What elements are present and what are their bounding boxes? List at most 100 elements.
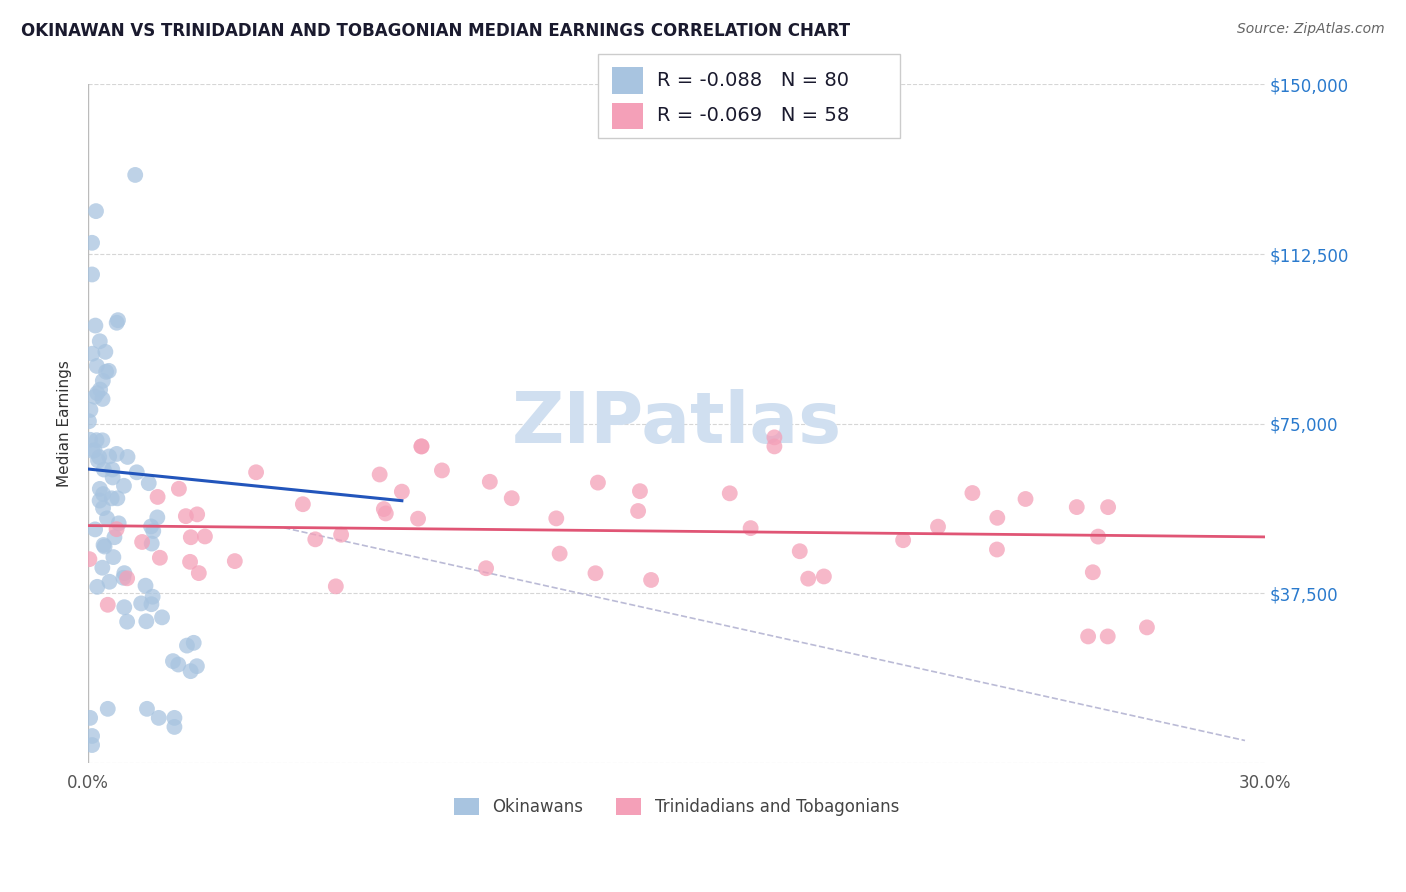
Point (101, 470, 124, 484)
Point (986, 542, 1008, 557)
Point (1014, 491, 1036, 506)
Y-axis label: Median Earnings: Median Earnings (58, 360, 72, 487)
Point (91, 434, 114, 448)
Point (117, 450, 139, 464)
Point (406, 511, 429, 525)
Point (138, 476, 160, 491)
Point (1066, 500, 1088, 514)
Point (1081, 566, 1104, 580)
Point (136, 702, 159, 716)
Point (546, 511, 568, 525)
Point (411, 439, 433, 453)
Point (373, 502, 395, 516)
Point (103, 550, 125, 565)
Point (84, 522, 107, 536)
Point (86, 580, 108, 594)
Point (411, 439, 433, 453)
Point (142, 590, 165, 604)
Point (149, 550, 172, 565)
Point (80, 268, 103, 282)
Point (141, 536, 163, 550)
Point (91, 487, 114, 501)
Point (135, 615, 157, 629)
Point (89, 450, 111, 464)
Point (1136, 620, 1159, 634)
Point (585, 566, 607, 581)
Point (134, 579, 156, 593)
Point (94, 344, 117, 359)
Point (430, 463, 453, 477)
Point (986, 511, 1008, 525)
Point (105, 491, 128, 506)
Point (548, 547, 571, 561)
Point (94, 365, 117, 379)
Text: Source: ZipAtlas.com: Source: ZipAtlas.com (1237, 22, 1385, 37)
Point (1077, 629, 1099, 643)
Point (797, 572, 820, 586)
Point (813, 569, 835, 583)
Point (194, 529, 217, 543)
Point (927, 519, 949, 533)
Point (368, 467, 391, 482)
Point (98, 450, 121, 464)
Point (112, 479, 135, 493)
Point (146, 510, 169, 524)
Point (163, 711, 186, 725)
Point (187, 566, 209, 580)
Point (86, 386, 108, 401)
Point (330, 527, 353, 541)
Point (80, 235, 103, 250)
Point (83, 443, 105, 458)
Point (146, 490, 169, 504)
Point (93, 462, 115, 476)
Point (82, 444, 104, 458)
Point (131, 535, 153, 549)
Point (79, 711, 101, 725)
Point (112, 566, 135, 581)
Point (627, 504, 650, 518)
Point (107, 516, 129, 531)
Point (176, 639, 198, 653)
Point (374, 507, 396, 521)
Point (80, 738, 103, 752)
Point (97, 702, 120, 716)
Point (91, 374, 114, 388)
Point (112, 571, 135, 585)
Point (789, 544, 811, 558)
Point (97, 364, 120, 378)
Point (89, 482, 111, 496)
Point (763, 439, 786, 453)
Point (245, 465, 267, 479)
Point (167, 657, 190, 672)
Point (105, 447, 128, 461)
Point (183, 636, 205, 650)
Point (129, 596, 152, 610)
Point (93, 540, 115, 554)
Point (628, 484, 651, 499)
Point (87, 453, 110, 467)
Point (115, 615, 138, 629)
Point (115, 571, 138, 585)
Point (167, 482, 190, 496)
Point (174, 509, 197, 524)
Point (80, 729, 103, 743)
Point (107, 313, 129, 327)
Point (77, 414, 100, 428)
Point (89, 334, 111, 349)
Point (740, 521, 762, 535)
Point (180, 530, 202, 544)
Point (891, 533, 914, 548)
Point (84, 318, 107, 333)
Point (105, 316, 128, 330)
Point (93, 538, 115, 552)
Point (224, 554, 246, 568)
Point (79, 403, 101, 417)
Point (142, 524, 165, 538)
Point (180, 664, 202, 678)
Point (139, 519, 162, 533)
Point (103, 530, 125, 544)
Point (89, 383, 111, 397)
Point (478, 475, 501, 489)
Point (100, 491, 122, 506)
Point (640, 573, 662, 587)
